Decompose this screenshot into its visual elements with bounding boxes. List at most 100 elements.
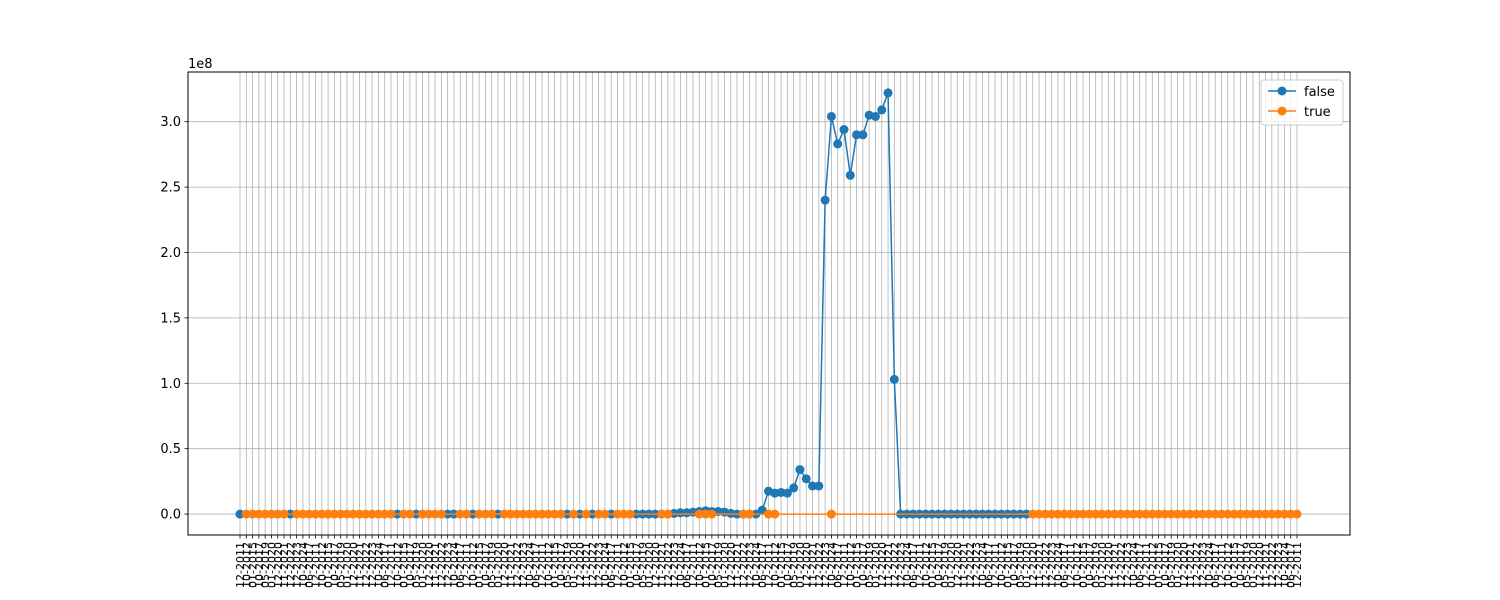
x-tick-label: 01-2015 — [624, 542, 637, 588]
x-tick-label: 05-2019 — [1165, 542, 1178, 588]
x-tick-label: 10-2024 — [448, 542, 461, 588]
x-tick-label: 12-2011 — [536, 542, 549, 588]
data-point — [1135, 509, 1145, 519]
data-point — [789, 483, 799, 493]
x-tick-label: 12-2011 — [1216, 542, 1229, 588]
x-tick-label: 12-2022 — [813, 542, 826, 588]
x-tick-label: 01-2020 — [416, 542, 429, 588]
data-point — [241, 509, 251, 519]
x-tick-label: 12-2020 — [1253, 542, 1266, 588]
data-point — [701, 509, 711, 519]
x-tick-label: 10-2024 — [674, 542, 687, 588]
x-tick-label: 06-2017 — [454, 542, 467, 588]
x-tick-label: 11-2021 — [1184, 542, 1197, 588]
data-point — [1242, 509, 1252, 519]
data-point — [820, 195, 830, 205]
x-tick-label: 10-2012 — [995, 542, 1008, 588]
x-tick-label: 10-2012 — [693, 542, 706, 588]
x-tick-label: 05-2019 — [863, 542, 876, 588]
x-tick-label: 12-2011 — [1065, 542, 1078, 588]
x-tick-label: 12-2023 — [1121, 542, 1134, 588]
data-point — [833, 139, 843, 149]
x-tick-label: 12-2023 — [1046, 542, 1059, 588]
data-point — [474, 509, 484, 519]
data-point — [581, 509, 591, 519]
data-point — [430, 509, 440, 519]
x-tick-label: 12-2011 — [234, 542, 247, 588]
x-tick-label: 01-2015 — [851, 542, 864, 588]
data-point — [1122, 509, 1132, 519]
x-tick-label: 06-2017 — [681, 542, 694, 588]
data-point — [1072, 509, 1082, 519]
x-tick-label: 10-2017 — [781, 542, 794, 588]
x-tick-label: 01-2020 — [265, 542, 278, 588]
x-tick-label: 12-2023 — [819, 542, 832, 588]
x-tick-label: 11-2021 — [429, 542, 442, 588]
x-tick-label: 06-2017 — [1134, 542, 1147, 588]
x-tick-label: 10-2017 — [1159, 542, 1172, 588]
data-point — [342, 509, 352, 519]
x-tick-label: 12-2022 — [1190, 542, 1203, 588]
x-tick-label: 10-2012 — [844, 542, 857, 588]
x-tick-label: 06-2017 — [983, 542, 996, 588]
x-tick-label: 12-2023 — [970, 542, 983, 588]
x-tick-label: 06-2017 — [605, 542, 618, 588]
x-tick-label: 10-2024 — [1278, 542, 1291, 588]
y-tick-label: 0.5 — [160, 442, 181, 457]
x-tick-label: 10-2024 — [825, 542, 838, 588]
x-tick-label: 12-2023 — [744, 542, 757, 588]
data-point — [764, 509, 773, 519]
data-point — [1273, 509, 1283, 519]
x-tick-label: 06-2017 — [1209, 542, 1222, 588]
data-point — [889, 374, 899, 384]
data-point — [1147, 509, 1157, 519]
x-tick-label: 10-2024 — [750, 542, 763, 588]
x-tick-label: 10-2012 — [618, 542, 631, 588]
x-tick-label: 10-2024 — [1052, 542, 1065, 588]
x-tick-label: 10-2017 — [1234, 542, 1247, 588]
x-tick-label: 10-2024 — [976, 542, 989, 588]
data-point — [311, 509, 320, 519]
data-point — [367, 509, 377, 519]
x-tick-label: 10-2024 — [901, 542, 914, 588]
data-point — [858, 130, 868, 140]
x-tick-label: 10-2012 — [316, 542, 329, 588]
x-tick-label: 06-2017 — [379, 542, 392, 588]
x-tick-label: 10-2024 — [523, 542, 536, 588]
data-point — [386, 509, 396, 519]
x-tick-label: 12-2022 — [964, 542, 977, 588]
data-point — [1267, 509, 1277, 519]
x-tick-label: 11-2021 — [354, 542, 367, 588]
data-point — [1248, 509, 1258, 519]
data-point — [405, 509, 415, 519]
x-tick-label: 12-2011 — [914, 542, 927, 588]
x-tick-label: 05-2019 — [561, 542, 574, 588]
x-tick-label: 01-2020 — [492, 542, 505, 588]
data-point — [707, 509, 717, 519]
data-point — [323, 509, 333, 519]
data-point — [487, 509, 497, 519]
x-tick-label: 10-2017 — [857, 542, 870, 588]
x-tick-label: 12-2020 — [951, 542, 964, 588]
data-point — [1078, 509, 1088, 519]
data-point — [518, 509, 528, 519]
x-tick-label: 06-2017 — [303, 542, 316, 588]
x-tick-label: 12-2020 — [725, 542, 738, 588]
data-point — [745, 509, 755, 519]
y-axis-ticks: 0.0 0.5 1.0 1.5 2.0 2.5 3.0 — [160, 115, 188, 523]
data-point — [657, 509, 667, 519]
legend-false-label: false — [1304, 85, 1335, 100]
data-point — [883, 88, 893, 98]
data-point — [801, 474, 811, 484]
data-point — [663, 509, 673, 519]
x-tick-label: 01-2015 — [322, 542, 335, 588]
data-point — [1229, 509, 1239, 519]
data-point — [826, 509, 836, 519]
x-tick-label: 12-2020 — [574, 542, 587, 588]
data-point — [499, 509, 509, 519]
x-tick-label: 01-2020 — [341, 542, 354, 588]
x-tick-label: 01-2015 — [926, 542, 939, 588]
x-tick-label: 12-2020 — [1027, 542, 1040, 588]
x-tick-label: 06-2017 — [907, 542, 920, 588]
data-point — [600, 509, 610, 519]
